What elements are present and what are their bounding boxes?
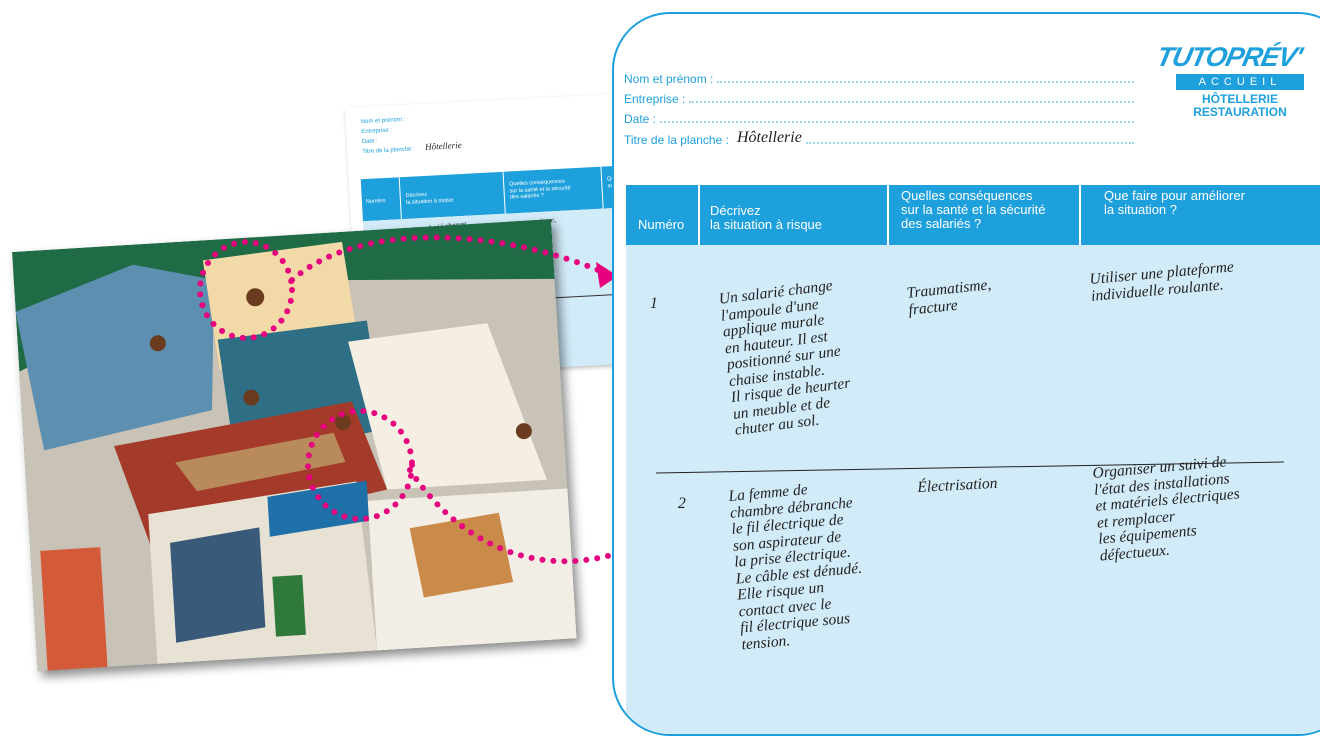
arrow-head (596, 262, 618, 288)
table-body (626, 245, 1320, 734)
column-header-line: Décrivez (710, 203, 761, 218)
column-header-line: Quelles conséquences (901, 188, 1033, 203)
logo-sector-line: RESTAURATION (1193, 105, 1287, 119)
column-header-line: Que faire pour améliorer (1104, 188, 1245, 203)
field-dots (717, 81, 1134, 83)
logo-sector-line: HÔTELLERIE (1201, 92, 1278, 106)
form-field: Nom et prénom : (624, 72, 1134, 86)
field-label: Nom et prénom : (624, 72, 714, 86)
logo-sector: HÔTELLERIE RESTAURATION (1176, 93, 1304, 119)
row-number: 1 (650, 295, 658, 312)
row-number: 2 (678, 495, 686, 512)
form-sheet: Nom et prénom : Entreprise : Date : Titr… (612, 12, 1320, 736)
logo: TUTOPRÉV' ACCUEIL HÔTELLERIE RESTAURATION (1154, 42, 1304, 119)
field-value: Hôtellerie (736, 129, 802, 146)
column-header: Numéro (638, 217, 685, 232)
field-dots (805, 142, 1134, 144)
hotel-illustration (12, 219, 577, 672)
field-label: Titre de la planche : (624, 133, 729, 147)
column-header: Quelles conséquences sur la santé et la s… (901, 189, 1046, 231)
field-dots (660, 121, 1134, 123)
highlight-circle (197, 239, 295, 341)
cell-description: Un salarié change l'ampoule d'une applique… (718, 277, 855, 439)
table-header: Numéro Décrivez la situation à risque Que… (626, 185, 1320, 245)
field-label: Date : (624, 112, 657, 126)
cell-action: Organiser un suivi de l'état des installa… (1092, 453, 1245, 564)
cell-description: La femme de chambre débranche le fil élect… (728, 478, 868, 653)
field-label: Entreprise : (624, 92, 686, 106)
page: Nom et prénom : Entreprise : Date : Titr… (12, 12, 1320, 736)
highlight-path (289, 234, 601, 283)
logo-tag: ACCUEIL (1176, 74, 1304, 90)
form-field: Titre de la planche : Hôtellerie (624, 129, 1134, 147)
form-field: Entreprise : (624, 92, 1134, 106)
field-dots (689, 101, 1134, 103)
column-header: Décrivez la situation à risque (710, 204, 822, 232)
form-field: Date : (624, 112, 1134, 126)
illustration (12, 219, 577, 672)
column-header-line: des salariés ? (901, 216, 982, 231)
highlight-path (407, 467, 643, 565)
column-header-line: sur la santé et la sécurité (901, 202, 1046, 217)
column-header: Que faire pour améliorer la situation ? (1104, 189, 1245, 217)
logo-brand: TUTOPRÉV' (1153, 42, 1305, 72)
column-header-line: la situation ? (1104, 202, 1177, 217)
column-header-line: la situation à risque (710, 217, 823, 232)
highlight-circle (305, 408, 415, 522)
